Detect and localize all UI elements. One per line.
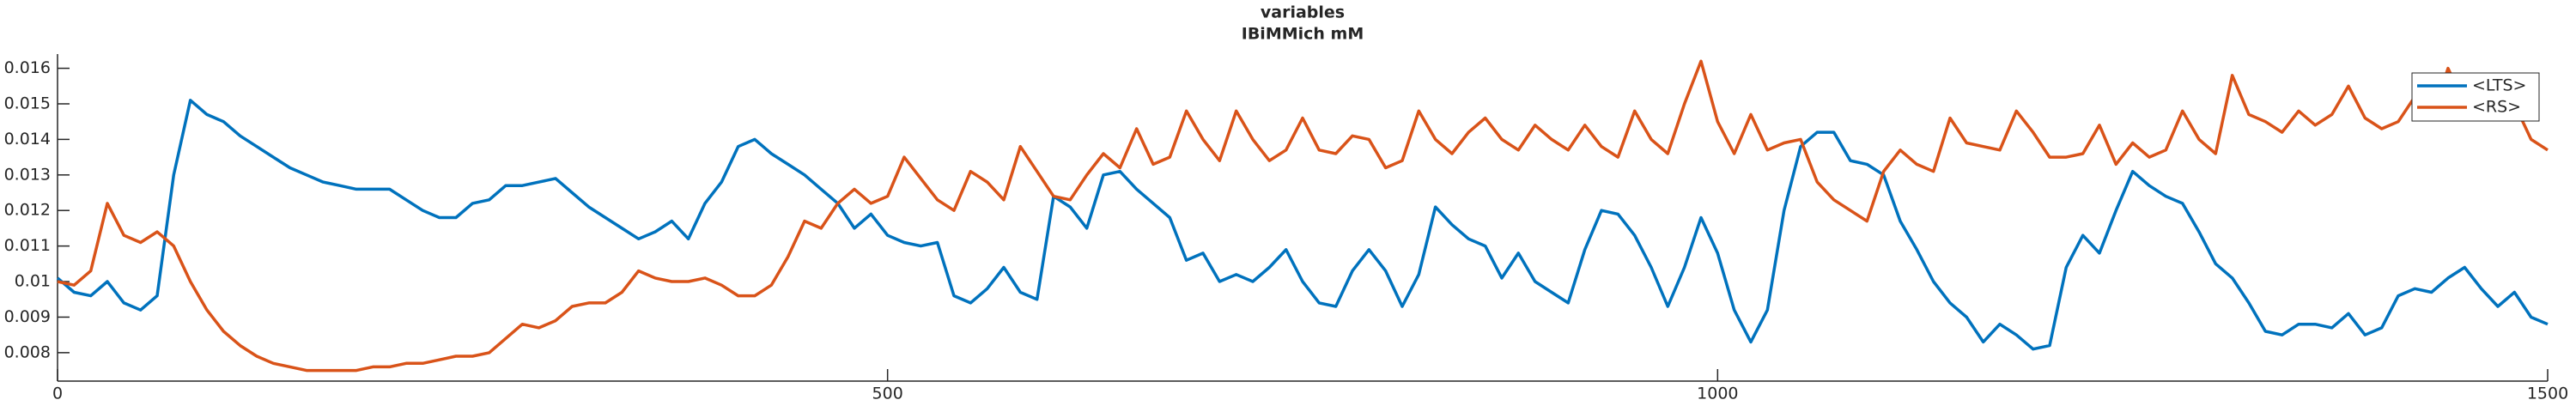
y-tick-label: 0.01 xyxy=(15,272,51,291)
y-tick-label: 0.009 xyxy=(4,307,51,326)
y-tick-label: 0.013 xyxy=(4,165,51,184)
y-tick-label: 0.016 xyxy=(4,58,51,77)
legend-box xyxy=(2411,72,2540,122)
series-line xyxy=(56,99,2549,351)
legend-label: <RS> xyxy=(2472,98,2521,117)
x-tick-label: 1500 xyxy=(2527,385,2568,403)
chart-title: variables xyxy=(1261,3,1345,22)
y-tick-label: 0.008 xyxy=(4,342,51,361)
x-tick-label: 0 xyxy=(52,385,63,403)
x-tick-label: 500 xyxy=(872,385,903,403)
y-tick-label: 0.015 xyxy=(4,94,51,112)
series-line xyxy=(57,59,2549,373)
x-tick-label: 1000 xyxy=(1697,385,1738,403)
legend-label: <LTS> xyxy=(2472,76,2526,95)
y-tick-label: 0.012 xyxy=(4,201,51,220)
y-tick-label: 0.011 xyxy=(4,236,51,255)
chart-subtitle: IBiMMich mM xyxy=(1242,25,1364,44)
y-tick-label: 0.014 xyxy=(4,130,51,148)
